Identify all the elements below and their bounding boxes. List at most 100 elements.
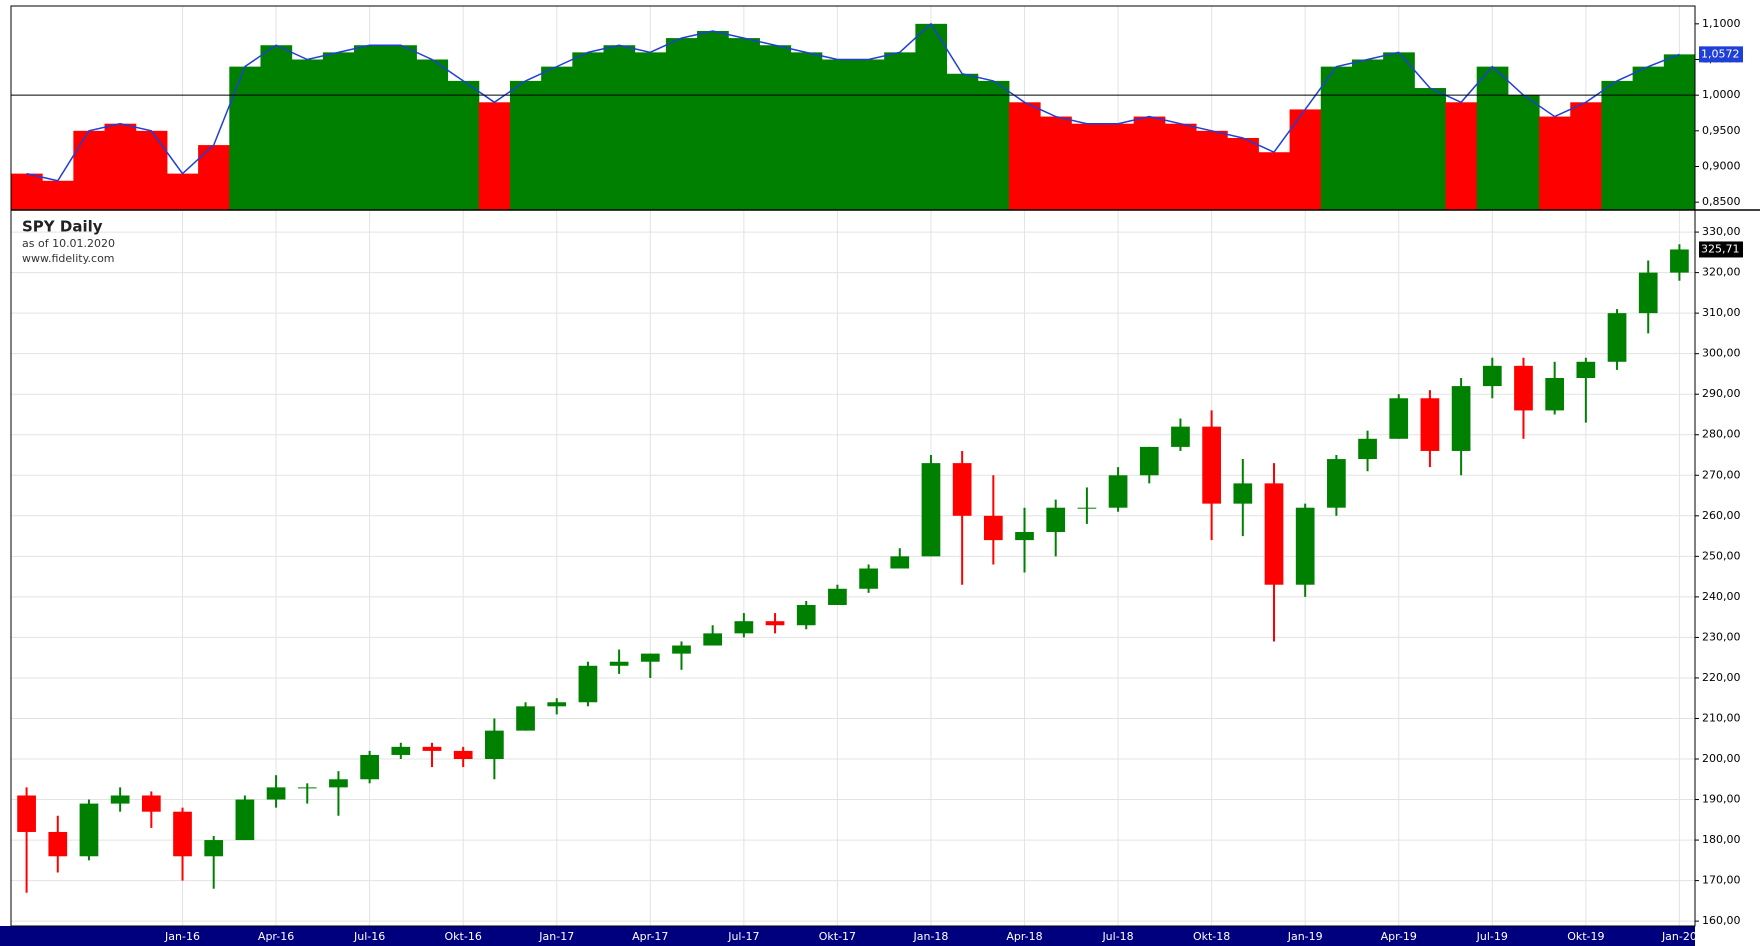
y-tick-label: 200,00: [1702, 752, 1741, 765]
current-value-label: 1,0572: [1701, 47, 1740, 60]
candle-body: [266, 787, 286, 800]
oscillator-bar: [166, 173, 199, 210]
oscillator-bar: [1102, 123, 1135, 210]
oscillator-bar: [104, 123, 137, 210]
oscillator-bar: [1601, 80, 1634, 210]
y-tick-label: 310,00: [1702, 306, 1741, 319]
candle-body: [48, 831, 68, 857]
oscillator-bar: [759, 45, 792, 210]
y-tick-label: 0,9500: [1702, 124, 1741, 137]
y-tick-label: 160,00: [1702, 914, 1741, 927]
candle-body: [765, 621, 785, 626]
oscillator-bar: [1164, 123, 1197, 210]
oscillator-bar: [946, 73, 979, 210]
x-tick-label: Okt-19: [1567, 930, 1604, 943]
candle-body: [1576, 361, 1596, 378]
oscillator-bar: [790, 52, 823, 211]
candle-body: [1545, 377, 1565, 411]
candle-body: [17, 795, 36, 832]
oscillator-bar: [821, 59, 854, 210]
x-tick-label: Okt-17: [819, 930, 856, 943]
oscillator-bar: [1476, 66, 1509, 211]
oscillator-bar: [509, 80, 542, 210]
candle-body: [516, 706, 535, 731]
marks-layer: [11, 22, 1696, 893]
y-tick-label: 0,9000: [1702, 159, 1741, 172]
oscillator-bar: [1570, 102, 1602, 210]
oscillator-bar: [665, 38, 698, 210]
oscillator-bar: [229, 66, 261, 211]
x-tick-label: Jan-19: [1287, 930, 1323, 943]
oscillator-bar: [1445, 102, 1478, 210]
oscillator-bar: [1632, 66, 1665, 211]
chart-title: SPY Daily: [22, 218, 103, 236]
plot-frame: [10, 5, 1696, 927]
oscillator-bar: [853, 59, 885, 210]
current-price-box: [1699, 241, 1743, 258]
x-tick-label: Okt-16: [445, 930, 482, 943]
x-tick-label: Jan-17: [538, 930, 574, 943]
y-tick-label: 1,0000: [1702, 88, 1741, 101]
oscillator-bar: [977, 80, 1010, 210]
oscillator-bar: [354, 45, 386, 210]
candle-body: [640, 653, 660, 662]
oscillator-bar: [1320, 66, 1353, 211]
oscillator-bar: [1383, 52, 1415, 211]
candle-body: [110, 795, 130, 804]
y-tick-label: 240,00: [1702, 590, 1741, 603]
y-tick-label: 190,00: [1702, 793, 1741, 806]
candle-body: [547, 702, 567, 707]
candle-body: [329, 779, 348, 788]
y-tick-label: 320,00: [1702, 266, 1741, 279]
oscillator-bar: [291, 59, 324, 210]
oscillator-bar: [42, 180, 74, 210]
candle-body: [1389, 398, 1409, 439]
x-tick-label: Apr-16: [258, 930, 294, 943]
oscillator-bar: [697, 30, 729, 211]
x-tick-label: Jul-16: [353, 930, 385, 943]
candle-body: [952, 463, 972, 516]
oscillator-bar: [884, 52, 916, 211]
oscillator-bar: [1289, 109, 1322, 210]
current-value-box: [1699, 46, 1743, 63]
y-tick-label: 170,00: [1702, 874, 1741, 887]
y-tick-label: 330,00: [1702, 225, 1741, 238]
x-tick-label: Jul-19: [1476, 930, 1508, 943]
y-tick-label: 300,00: [1702, 347, 1741, 360]
candle-body: [1233, 483, 1253, 504]
oscillator-bar: [915, 23, 948, 210]
candle-body: [578, 665, 598, 703]
oscillator-bar: [1351, 59, 1384, 210]
candle-body: [1264, 483, 1284, 585]
oscillator-bar: [1040, 116, 1072, 210]
candle-body: [297, 787, 317, 789]
candle-body: [453, 750, 473, 760]
candle-body: [485, 730, 504, 760]
y-tick-label: 1,1000: [1702, 17, 1741, 30]
oscillator-bar: [416, 59, 449, 210]
oscillator-bar: [447, 80, 480, 210]
candle-body: [890, 556, 910, 569]
candle-body: [1171, 426, 1190, 447]
chart-source: www.fidelity.com: [22, 252, 115, 265]
oscillator-bar: [73, 130, 106, 210]
y-tick-label: 210,00: [1702, 711, 1741, 724]
x-tick-label: Jan-18: [912, 930, 948, 943]
chart-subtitle: as of 10.01.2020: [22, 237, 115, 250]
time-axis-bar: [0, 926, 1695, 946]
oscillator-bar: [728, 38, 760, 210]
oscillator-bar: [572, 52, 605, 211]
y-tick-label: 0,8500: [1702, 195, 1741, 208]
x-tick-label: Jul-18: [1101, 930, 1133, 943]
oscillator-bar: [260, 45, 293, 210]
x-tick-label: Apr-18: [1006, 930, 1042, 943]
oscillator-bar: [1258, 152, 1291, 210]
candle-body: [1108, 475, 1128, 508]
y-tick-label: 270,00: [1702, 468, 1741, 481]
oscillator-bar: [135, 130, 168, 210]
candle-body: [859, 568, 878, 589]
candle-body: [796, 604, 816, 626]
candle-body: [1420, 398, 1440, 451]
y-tick-label: 220,00: [1702, 671, 1741, 684]
oscillator-bar: [1196, 130, 1228, 210]
